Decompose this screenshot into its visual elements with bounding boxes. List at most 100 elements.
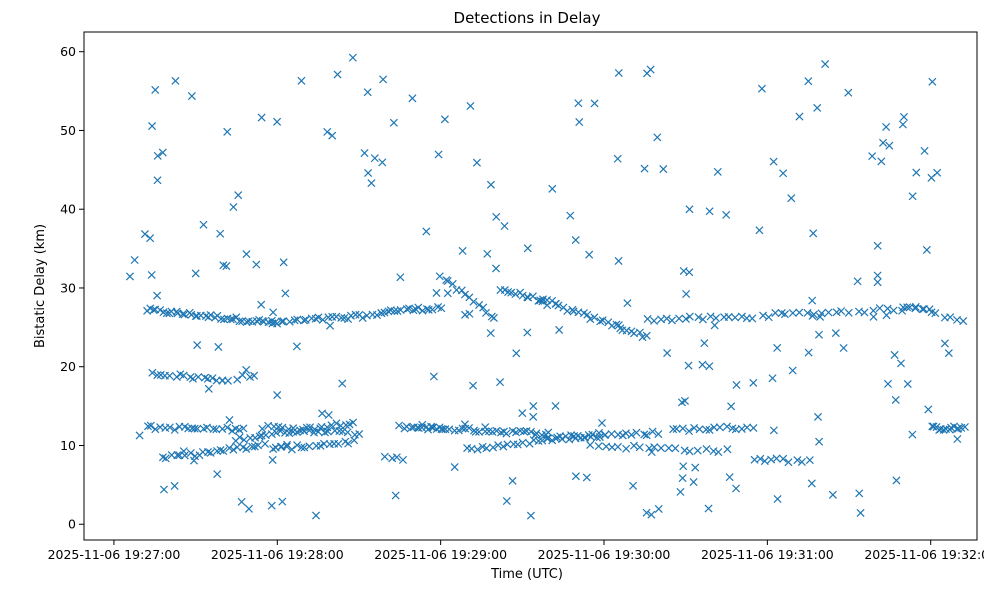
data-point: [629, 441, 638, 450]
data-point: [769, 157, 778, 166]
data-point: [255, 432, 264, 441]
data-point: [911, 304, 920, 313]
data-point: [828, 490, 837, 499]
data-point: [216, 229, 225, 238]
data-point: [586, 440, 595, 449]
data-point: [151, 425, 160, 434]
data-point: [200, 373, 210, 382]
data-point: [737, 312, 746, 321]
data-point: [377, 309, 386, 318]
data-point: [248, 442, 257, 451]
data-point: [803, 308, 812, 317]
data-point: [653, 133, 662, 142]
data-point: [693, 446, 702, 455]
data-point: [779, 169, 788, 178]
data-point: [486, 329, 495, 338]
data-point: [952, 315, 962, 324]
data-point: [576, 433, 585, 442]
y-tick-label: 30: [60, 280, 76, 295]
data-point: [482, 444, 491, 453]
data-point: [529, 402, 538, 411]
data-point: [238, 371, 247, 380]
data-point: [338, 379, 347, 388]
data-point: [868, 152, 877, 161]
data-point: [908, 192, 917, 201]
data-point: [135, 431, 144, 440]
data-point: [511, 290, 520, 299]
data-point: [281, 289, 290, 298]
y-axis-ticks: 0 10 20 30 40 50 60: [60, 44, 84, 532]
data-point: [664, 444, 673, 453]
data-point: [491, 264, 501, 273]
data-point: [214, 342, 223, 351]
y-tick-label: 50: [60, 123, 76, 138]
data-point: [333, 70, 342, 79]
data-point: [563, 307, 572, 316]
data-point: [518, 291, 527, 300]
data-point: [223, 127, 232, 136]
data-point: [586, 315, 595, 324]
data-point: [239, 424, 248, 433]
data-point: [297, 76, 306, 85]
data-point: [257, 300, 266, 309]
data-point: [343, 428, 352, 437]
data-point: [551, 434, 560, 443]
data-point: [212, 425, 221, 434]
data-point: [896, 359, 905, 368]
data-point: [899, 303, 908, 312]
data-point: [143, 422, 153, 431]
data-point: [398, 455, 407, 464]
data-point: [363, 88, 372, 97]
data-point: [418, 420, 427, 429]
data-point: [657, 444, 666, 453]
data-point: [732, 380, 741, 389]
data-point: [159, 485, 168, 494]
data-point: [882, 311, 891, 320]
data-point: [582, 473, 591, 482]
data-point: [523, 244, 532, 253]
data-point: [749, 378, 758, 387]
data-point: [622, 444, 631, 453]
data-point: [209, 424, 218, 434]
data-point: [494, 441, 503, 450]
data-point: [202, 423, 212, 432]
data-point: [773, 494, 782, 504]
data-point: [269, 444, 278, 454]
data-point: [939, 425, 948, 434]
data-point: [855, 489, 864, 498]
data-point: [682, 289, 691, 299]
data-point: [293, 441, 302, 450]
data-point: [551, 401, 560, 411]
data-point: [713, 167, 722, 176]
data-point: [920, 146, 929, 155]
data-point: [170, 425, 179, 434]
data-point: [219, 261, 228, 270]
data-point: [883, 379, 893, 388]
data-point: [504, 288, 513, 297]
data-point: [277, 317, 286, 326]
data-point: [614, 68, 623, 78]
data-point: [311, 314, 320, 323]
data-point: [229, 445, 238, 454]
data-point: [194, 372, 203, 382]
data-point: [161, 454, 170, 463]
data-point: [217, 314, 226, 324]
data-point: [408, 94, 417, 103]
data-point: [908, 430, 917, 439]
data-point: [219, 447, 228, 456]
data-point: [151, 85, 160, 94]
data-point: [311, 511, 321, 520]
data-point: [643, 69, 652, 78]
x-tick-label: 2025-11-06 19:30:00: [538, 547, 671, 562]
data-point: [548, 184, 557, 193]
data-point: [844, 308, 853, 317]
data-point: [502, 429, 511, 438]
data-point: [334, 439, 343, 448]
data-point: [853, 277, 862, 286]
data-point: [153, 151, 162, 160]
data-point: [240, 435, 249, 444]
data-point: [364, 168, 373, 178]
data-point: [445, 425, 454, 434]
data-point: [483, 249, 492, 258]
data-point: [724, 312, 733, 321]
